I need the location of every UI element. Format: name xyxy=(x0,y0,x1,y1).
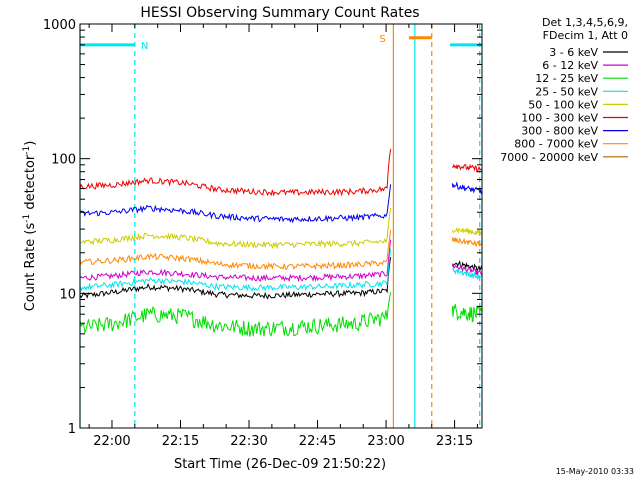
series-0-pre-line xyxy=(79,257,392,300)
legend-label-5: 100 - 300 keV xyxy=(521,112,598,125)
series-5-pre-line xyxy=(79,148,392,197)
legend-label-8: 7000 - 20000 keV xyxy=(500,151,598,164)
x-tick-label-2: 22:30 xyxy=(230,434,267,449)
saa-label: S xyxy=(379,34,385,45)
chart-title: HESSI Observing Summary Count Rates xyxy=(140,5,419,21)
series-3-pre-line xyxy=(79,248,392,292)
legend-label-1: 6 - 12 keV xyxy=(542,59,598,72)
series-7-pre-line xyxy=(79,230,392,271)
y-tick-label-3: 1000 xyxy=(43,18,76,33)
series-layer xyxy=(79,148,483,337)
series-2-post-line xyxy=(451,303,483,323)
series-2 xyxy=(79,292,483,337)
series-5 xyxy=(79,148,483,197)
series-3 xyxy=(79,248,483,292)
series-1-pre-line xyxy=(79,239,392,283)
attenuator-label: N xyxy=(141,41,148,52)
legend-label-2: 12 - 25 keV xyxy=(535,72,598,85)
series-4-post-line xyxy=(451,226,483,236)
x-axis-label: Start Time (26-Dec-09 21:50:22) xyxy=(174,457,386,472)
series-4-pre-line xyxy=(79,207,392,250)
legend-label-3: 25 - 50 keV xyxy=(535,85,598,98)
series-6 xyxy=(79,181,483,224)
y-label-end: ) xyxy=(23,141,38,146)
footer-timestamp: 15-May-2010 03:33 xyxy=(556,467,634,476)
x-tick-label-3: 22:45 xyxy=(299,434,336,449)
y-tick-label-2: 100 xyxy=(51,153,76,168)
series-6-pre-line xyxy=(79,184,392,224)
x-tick-label-5: 23:15 xyxy=(436,434,473,449)
legend-label-6: 300 - 800 keV xyxy=(521,125,598,138)
series-0-post-line xyxy=(451,260,483,272)
y-tick-label-1: 10 xyxy=(59,287,76,302)
legend-label-0: 3 - 6 keV xyxy=(549,46,598,59)
y-label-mid: detector xyxy=(23,154,38,214)
y-label-sup1: -1 xyxy=(22,214,32,223)
legend-header-line-2: FDecim 1, Att 0 xyxy=(543,29,628,42)
series-5-post-line xyxy=(451,163,483,173)
x-tick-label-1: 22:15 xyxy=(162,434,199,449)
y-axis-label: Count Rate (s-1 detector-1) xyxy=(22,141,38,312)
x-tick-label-4: 23:00 xyxy=(367,434,404,449)
plot-frame xyxy=(79,23,483,429)
x-tick-label-0: 22:00 xyxy=(93,434,130,449)
series-7-post-line xyxy=(451,237,483,248)
y-tick-label-0: 1 xyxy=(68,422,76,437)
series-2-pre-line xyxy=(79,292,392,337)
axes-layer: 22:00 22:15 22:30 22:45 23:00 23:15 1 10 100 1000 xyxy=(43,18,482,449)
series-3-post-line xyxy=(452,267,483,280)
y-label-sup2: -1 xyxy=(22,146,32,155)
y-label-main: Count Rate (s xyxy=(23,223,38,312)
legend-header-line-1: Det 1,3,4,5,6,9, xyxy=(542,16,628,29)
series-4 xyxy=(79,207,483,250)
series-7 xyxy=(79,230,483,271)
attenuator-layer: NS xyxy=(79,24,482,428)
legend-label-4: 50 - 100 keV xyxy=(528,98,598,111)
series-6-post-line xyxy=(451,181,483,195)
legend-label-7: 800 - 7000 keV xyxy=(514,138,598,151)
series-1 xyxy=(79,239,483,283)
